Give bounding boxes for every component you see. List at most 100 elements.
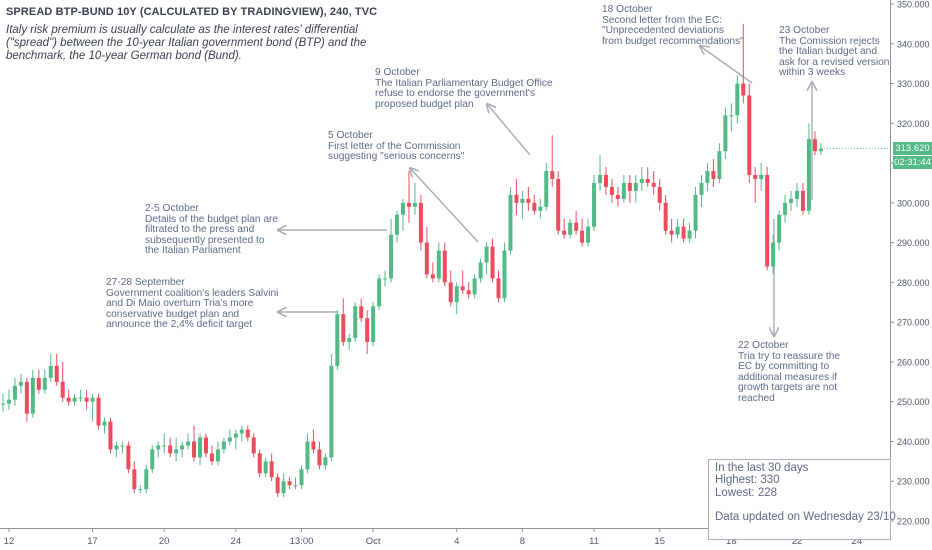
candle-body (621, 182, 626, 199)
candle-body (496, 278, 501, 299)
candle (174, 437, 179, 462)
candle (657, 178, 662, 211)
y-tick-label: 320.000 (897, 119, 930, 129)
candle (66, 389, 71, 406)
candle (806, 123, 811, 215)
annotation-arrows (278, 46, 812, 336)
candle-body (275, 477, 280, 494)
candle-body (800, 190, 805, 211)
candle (233, 429, 238, 450)
candle-body (400, 202, 405, 215)
candle-body (681, 226, 686, 239)
candle (448, 270, 453, 307)
x-tick-label: 22 (792, 536, 803, 547)
candle (150, 445, 155, 474)
y-tick-label: 300.000 (897, 198, 930, 208)
candle (538, 198, 543, 219)
candle (209, 445, 214, 466)
x-tick-label: 4 (454, 536, 459, 547)
candle (580, 218, 585, 247)
candle (574, 210, 579, 235)
candle (645, 167, 650, 187)
candle-body (203, 437, 208, 454)
candle-body (538, 206, 543, 211)
candle (520, 190, 525, 219)
candle-body (335, 314, 340, 366)
candle (239, 425, 244, 442)
candle-body (227, 437, 232, 442)
candle-body (180, 445, 185, 450)
candle-body (657, 186, 662, 203)
candle-body (771, 242, 776, 267)
candle (639, 167, 644, 191)
candle-body (502, 250, 507, 299)
candle (508, 186, 513, 255)
candle-body (669, 230, 674, 235)
candle (132, 461, 137, 494)
candle-body (675, 226, 680, 235)
info-line-lowest: Lowest: 228 (715, 486, 778, 499)
candle (395, 210, 400, 243)
candle-body (36, 377, 41, 390)
candle (502, 242, 507, 303)
candle-body (609, 186, 614, 195)
candle (556, 171, 561, 235)
candle-body (323, 457, 328, 466)
candle (78, 389, 83, 402)
candle (705, 163, 710, 191)
candle (317, 441, 322, 470)
candle-body (735, 83, 740, 116)
candle (759, 163, 764, 191)
candle-body (144, 469, 149, 490)
candle-body (645, 178, 650, 183)
candle-body (114, 445, 119, 450)
candle (377, 274, 382, 311)
candle (627, 175, 632, 203)
candle-body (514, 194, 519, 203)
candle-body (783, 202, 788, 215)
candle-body (699, 182, 704, 195)
candle (609, 178, 614, 203)
candle (406, 171, 411, 223)
candle (496, 270, 501, 303)
candle-body (747, 95, 752, 176)
candle (180, 441, 185, 458)
candle-body (586, 226, 591, 243)
candle (227, 429, 232, 446)
candle (18, 373, 23, 394)
candle (323, 453, 328, 470)
candle (735, 75, 740, 124)
x-tick-label: 12 (4, 536, 15, 547)
candle (568, 218, 573, 239)
candle-body (406, 202, 411, 207)
candle (168, 437, 173, 458)
candle-body (383, 278, 388, 280)
candle-body (90, 397, 95, 402)
candle (365, 310, 370, 354)
candle (526, 186, 531, 211)
candle-body (281, 481, 286, 494)
candle (102, 417, 107, 434)
y-tick-label: 220.000 (897, 517, 930, 527)
candle (818, 143, 823, 156)
candle (598, 155, 602, 191)
candle (203, 433, 208, 458)
candle-body (6, 399, 11, 404)
info-line-updated: Data updated on Wednesday 23/10 (715, 510, 896, 523)
candle-body (150, 449, 155, 470)
x-tick-label: 18 (726, 536, 737, 547)
annotation-sep27: 27-28 September Government coalition's l… (106, 277, 279, 330)
candle (442, 242, 447, 287)
candle-body (580, 230, 585, 243)
candle (532, 194, 537, 215)
candle (424, 226, 429, 279)
candle (729, 103, 734, 132)
candle-body (723, 115, 728, 152)
candle (633, 175, 638, 203)
candle (287, 477, 292, 490)
candle-body (478, 262, 483, 279)
annotation-arrow (487, 104, 531, 156)
info-line-highest: Highest: 330 (715, 474, 780, 487)
annotation-oct2: 2-5 October Details of the budget plan a… (145, 203, 279, 256)
